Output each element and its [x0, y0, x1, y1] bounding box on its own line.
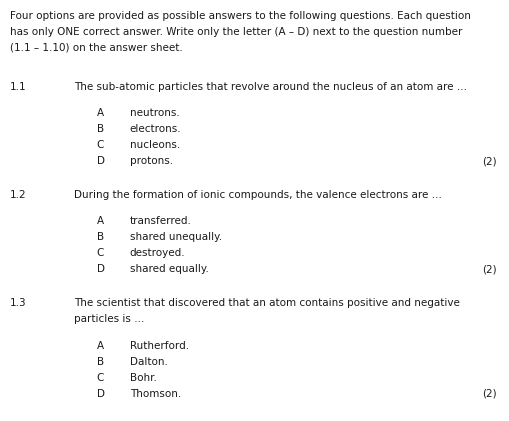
Text: C: C — [97, 248, 104, 258]
Text: B: B — [97, 124, 104, 134]
Text: protons.: protons. — [130, 156, 173, 166]
Text: The sub-atomic particles that revolve around the nucleus of an atom are …: The sub-atomic particles that revolve ar… — [74, 82, 467, 92]
Text: (2): (2) — [482, 156, 496, 166]
Text: D: D — [97, 389, 105, 399]
Text: has only ONE correct answer. Write only the letter (A – D) next to the question : has only ONE correct answer. Write only … — [10, 27, 463, 37]
Text: Dalton.: Dalton. — [130, 357, 167, 367]
Text: Rutherford.: Rutherford. — [130, 341, 189, 351]
Text: C: C — [97, 373, 104, 383]
Text: (1.1 – 1.10) on the answer sheet.: (1.1 – 1.10) on the answer sheet. — [10, 43, 183, 53]
Text: D: D — [97, 264, 105, 274]
Text: 1.2: 1.2 — [10, 190, 27, 200]
Text: Bohr.: Bohr. — [130, 373, 157, 383]
Text: shared unequally.: shared unequally. — [130, 232, 222, 242]
Text: neutrons.: neutrons. — [130, 108, 180, 118]
Text: A: A — [97, 216, 104, 226]
Text: D: D — [97, 156, 105, 166]
Text: transferred.: transferred. — [130, 216, 192, 226]
Text: B: B — [97, 232, 104, 242]
Text: The scientist that discovered that an atom contains positive and negative: The scientist that discovered that an at… — [74, 298, 460, 308]
Text: B: B — [97, 357, 104, 367]
Text: nucleons.: nucleons. — [130, 140, 180, 150]
Text: During the formation of ionic compounds, the valence electrons are …: During the formation of ionic compounds,… — [74, 190, 442, 200]
Text: C: C — [97, 140, 104, 150]
Text: Four options are provided as possible answers to the following questions. Each q: Four options are provided as possible an… — [10, 11, 471, 21]
Text: 1.1: 1.1 — [10, 82, 27, 92]
Text: A: A — [97, 341, 104, 351]
Text: Thomson.: Thomson. — [130, 389, 181, 399]
Text: particles is …: particles is … — [74, 314, 145, 324]
Text: (2): (2) — [482, 389, 496, 399]
Text: (2): (2) — [482, 264, 496, 274]
Text: electrons.: electrons. — [130, 124, 181, 134]
Text: shared equally.: shared equally. — [130, 264, 209, 274]
Text: A: A — [97, 108, 104, 118]
Text: 1.3: 1.3 — [10, 298, 27, 308]
Text: destroyed.: destroyed. — [130, 248, 185, 258]
